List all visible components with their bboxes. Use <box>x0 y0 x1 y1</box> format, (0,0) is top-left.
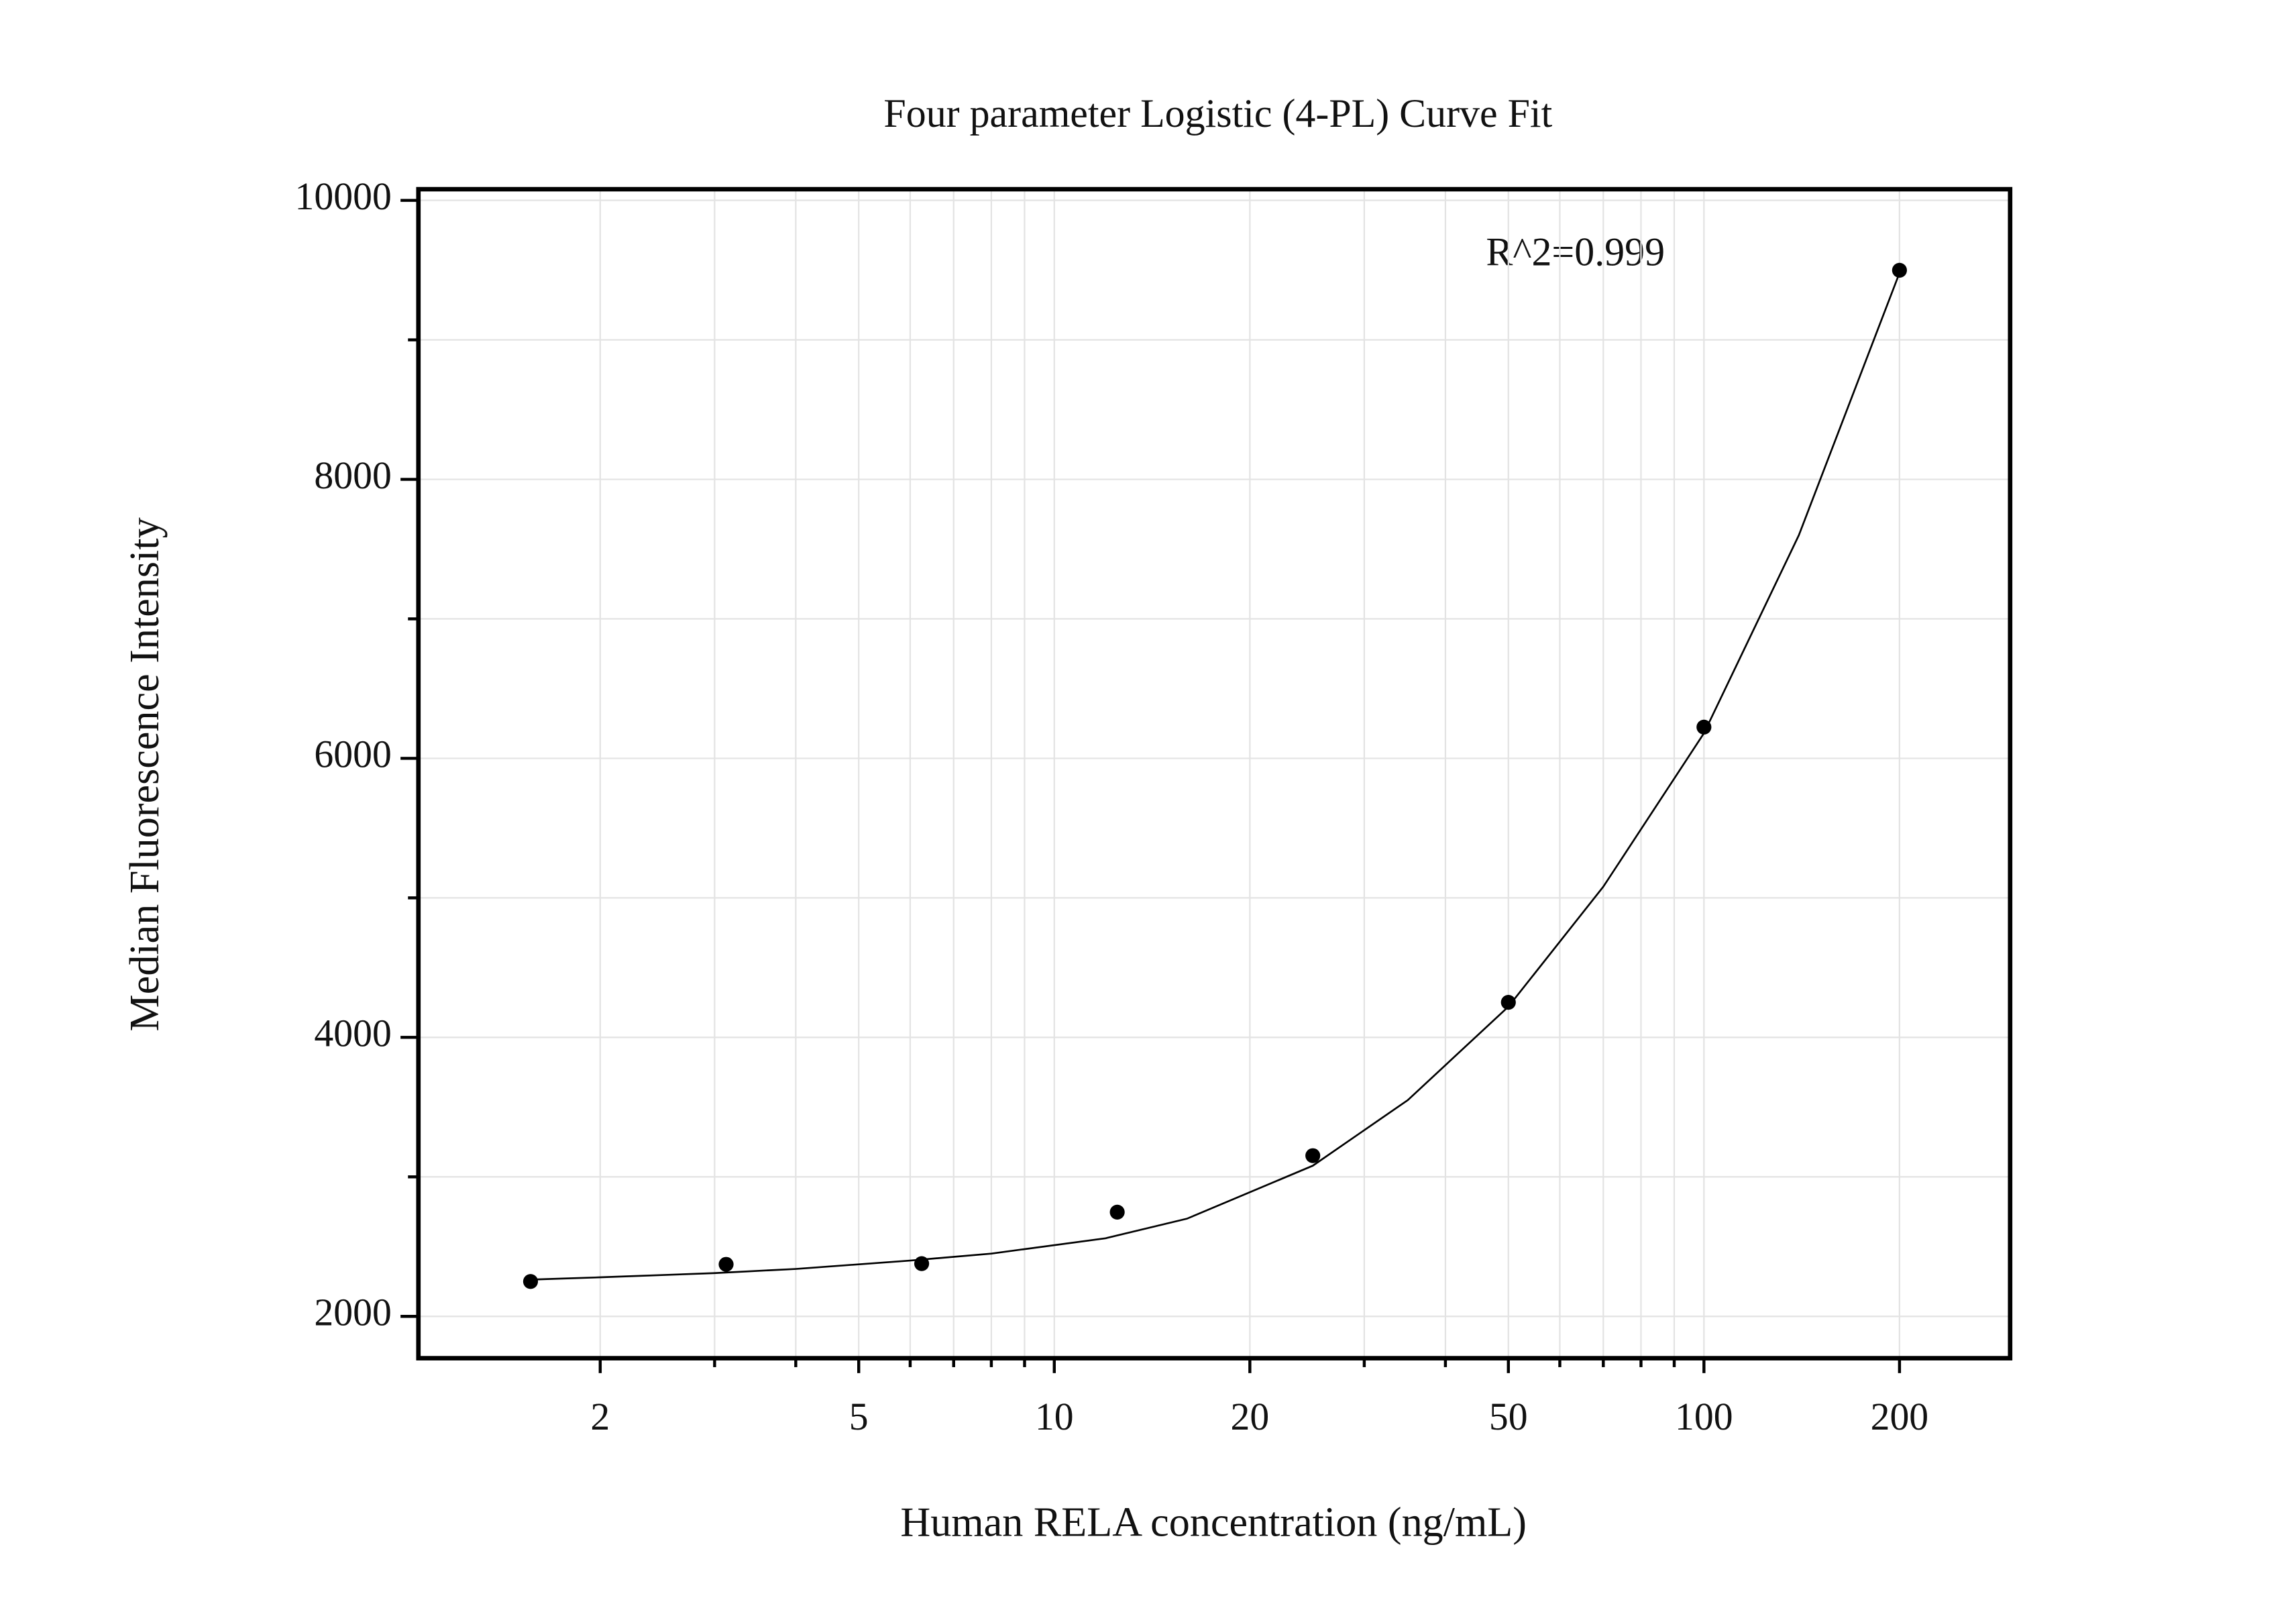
data-point <box>1305 1148 1321 1163</box>
data-point <box>1500 995 1516 1010</box>
data-point <box>718 1257 734 1272</box>
x-tick-label: 100 <box>1675 1396 1733 1438</box>
y-axis-label: Median Fluorescence Intensity <box>122 517 168 1031</box>
x-tick-label: 200 <box>1871 1396 1929 1438</box>
plot-frame <box>416 186 2013 1360</box>
annotation: R^2=0.999 <box>1486 230 1665 274</box>
data-point <box>1109 1204 1125 1220</box>
x-axis-label: Human RELA concentration (ng/mL) <box>900 1500 1527 1546</box>
data-point <box>523 1274 539 1289</box>
data-point <box>1696 719 1712 735</box>
x-tick-label: 20 <box>1230 1396 1269 1438</box>
data-point <box>1892 262 1907 278</box>
x-tick-label: 5 <box>849 1396 869 1438</box>
data-point <box>914 1256 930 1271</box>
x-tick-label: 10 <box>1035 1396 1074 1438</box>
y-tick-label: 10000 <box>295 176 392 218</box>
y-tick-label: 8000 <box>314 455 391 497</box>
y-tick-label: 6000 <box>314 734 391 776</box>
chart-title: Four parameter Logistic (4-PL) Curve Fit <box>883 91 1552 136</box>
fit-curve <box>537 272 1901 1281</box>
y-tick-label: 2000 <box>314 1291 391 1334</box>
x-tick-label: 2 <box>590 1396 610 1438</box>
x-tick-label: 50 <box>1489 1396 1528 1438</box>
y-tick-label: 4000 <box>314 1013 391 1055</box>
